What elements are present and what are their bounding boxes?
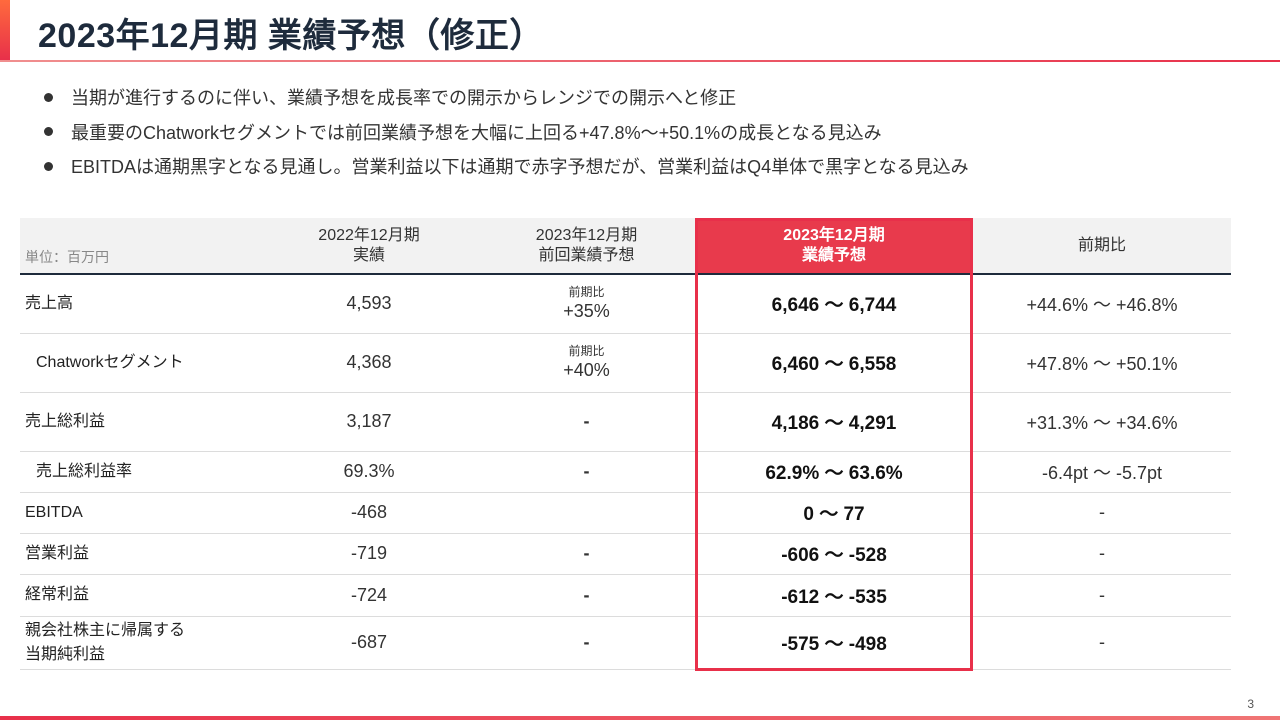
bullet-item: 当期が進行するのに伴い、業績予想を成長率での開示からレンジでの開示へと修正 — [44, 80, 1244, 115]
bullet-dot-icon — [44, 127, 53, 137]
unit-label: 単位：百万円 — [20, 218, 260, 275]
table-row: 売上高 4,593 前期比 +35% 6,646 〜 6,744 +44.6% 〜… — [20, 274, 1231, 334]
table-row: 親会社株主に帰属する 当期純利益 -687 - -575 〜 -498 - — [20, 616, 1231, 670]
cell-prev — [478, 492, 695, 534]
cell-prev-value: +40% — [563, 359, 610, 380]
cell-forecast: -606 〜 -528 — [695, 533, 973, 575]
row-label: 親会社株主に帰属する 当期純利益 — [20, 616, 260, 670]
row-label: 経常利益 — [20, 574, 260, 617]
table-row: 営業利益 -719 - -606 〜 -528 - — [20, 533, 1231, 575]
title-divider — [0, 60, 1280, 62]
row-label: 売上総利益率 — [20, 451, 260, 493]
table-row: 売上総利益率 69.3% - 62.9% 〜 63.6% -6.4pt 〜 -5… — [20, 451, 1231, 493]
header-actual-type: 実績 — [352, 246, 385, 264]
header-yoy: 前期比 — [973, 218, 1231, 275]
cell-yoy: - — [973, 616, 1231, 670]
bullet-item: 最重要のChatworkセグメントでは前回業績予想を大幅に上回る+47.8%〜+… — [44, 115, 1244, 150]
cell-prev: - — [478, 533, 695, 575]
header-previous-forecast: 2023年12月期 前回業績予想 — [478, 218, 695, 275]
cell-actual: 4,368 — [260, 333, 478, 393]
table-row: 売上総利益 3,187 - 4,186 〜 4,291 +31.3% 〜 +34… — [20, 392, 1231, 452]
cell-prev: 前期比 +35% — [478, 274, 695, 334]
cell-actual: -687 — [260, 616, 478, 670]
page-title: 2023年12月期 業績予想（修正） — [38, 17, 544, 55]
header-revised-forecast: 2023年12月期 業績予想 — [695, 218, 973, 275]
cell-prev: - — [478, 616, 695, 670]
row-label: 売上総利益 — [20, 392, 260, 452]
table-row: 経常利益 -724 - -612 〜 -535 - — [20, 574, 1231, 617]
cell-yoy: - — [973, 574, 1231, 617]
cell-forecast: -612 〜 -535 — [695, 574, 973, 617]
row-label: 営業利益 — [20, 533, 260, 575]
bullet-dot-icon — [44, 92, 53, 102]
cell-prev-note: 前期比 — [568, 284, 605, 299]
cell-forecast: 0 〜 77 — [695, 492, 973, 534]
cell-yoy: -6.4pt 〜 -5.7pt — [973, 451, 1231, 493]
forecast-table: 単位：百万円 2022年12月期 実績 2023年12月期 前回業績予想 2023年… — [20, 218, 1231, 670]
cell-yoy: - — [973, 492, 1231, 534]
row-label: 売上高 — [20, 274, 260, 334]
forecast-table-wrapper: 単位：百万円 2022年12月期 実績 2023年12月期 前回業績予想 2023年… — [20, 218, 1231, 671]
cell-actual: 3,187 — [260, 392, 478, 452]
header-prev-type: 前回業績予想 — [538, 246, 635, 264]
bullet-text: 当期が進行するのに伴い、業績予想を成長率での開示からレンジでの開示へと修正 — [71, 88, 737, 109]
bullet-list: 当期が進行するのに伴い、業績予想を成長率での開示からレンジでの開示へと修正 最重… — [44, 80, 1244, 184]
header-actual: 2022年12月期 実績 — [260, 218, 478, 275]
header-revised-type: 業績予想 — [801, 246, 866, 264]
table-row: EBITDA -468 0 〜 77 - — [20, 492, 1231, 534]
bullet-text: EBITDAは通期黒字となる見通し。営業利益以下は通期で赤字予想だが、営業利益は… — [71, 157, 969, 178]
header-prev-year: 2023年12月期 — [535, 226, 638, 244]
row-label-line1: 親会社株主に帰属する — [25, 621, 186, 639]
cell-yoy: - — [973, 533, 1231, 575]
table-row: Chatworkセグメント 4,368 前期比 +40% 6,460 〜 6,55… — [20, 333, 1231, 393]
cell-forecast: 6,646 〜 6,744 — [695, 274, 973, 334]
cell-forecast: -575 〜 -498 — [695, 616, 973, 670]
cell-prev: - — [478, 392, 695, 452]
cell-prev: 前期比 +40% — [478, 333, 695, 393]
row-label-line2: 当期純利益 — [25, 645, 106, 663]
cell-actual: 69.3% — [260, 451, 478, 493]
cell-actual: -719 — [260, 533, 478, 575]
cell-prev-value: +35% — [563, 300, 610, 321]
cell-prev: - — [478, 451, 695, 493]
cell-forecast: 62.9% 〜 63.6% — [695, 451, 973, 493]
cell-yoy: +47.8% 〜 +50.1% — [973, 333, 1231, 393]
header-actual-year: 2022年12月期 — [318, 226, 420, 244]
cell-prev-note: 前期比 — [568, 343, 605, 358]
cell-yoy: +31.3% 〜 +34.6% — [973, 392, 1231, 452]
footer-accent-bar — [0, 716, 1280, 720]
cell-actual: -724 — [260, 574, 478, 617]
cell-forecast: 4,186 〜 4,291 — [695, 392, 973, 452]
row-label: EBITDA — [20, 492, 260, 534]
bullet-dot-icon — [44, 161, 53, 171]
page-number: 3 — [1247, 697, 1254, 711]
title-accent-bar — [0, 0, 10, 60]
bullet-item: EBITDAは通期黒字となる見通し。営業利益以下は通期で赤字予想だが、営業利益は… — [44, 149, 1244, 184]
bullet-text: 最重要のChatworkセグメントでは前回業績予想を大幅に上回る+47.8%〜+… — [71, 122, 882, 143]
table-header-row: 単位：百万円 2022年12月期 実績 2023年12月期 前回業績予想 2023年… — [20, 218, 1231, 275]
cell-actual: -468 — [260, 492, 478, 534]
cell-yoy: +44.6% 〜 +46.8% — [973, 274, 1231, 334]
cell-prev: - — [478, 574, 695, 617]
header-revised-year: 2023年12月期 — [783, 226, 885, 244]
cell-actual: 4,593 — [260, 274, 478, 334]
cell-forecast: 6,460 〜 6,558 — [695, 333, 973, 393]
row-label: Chatworkセグメント — [20, 333, 260, 393]
